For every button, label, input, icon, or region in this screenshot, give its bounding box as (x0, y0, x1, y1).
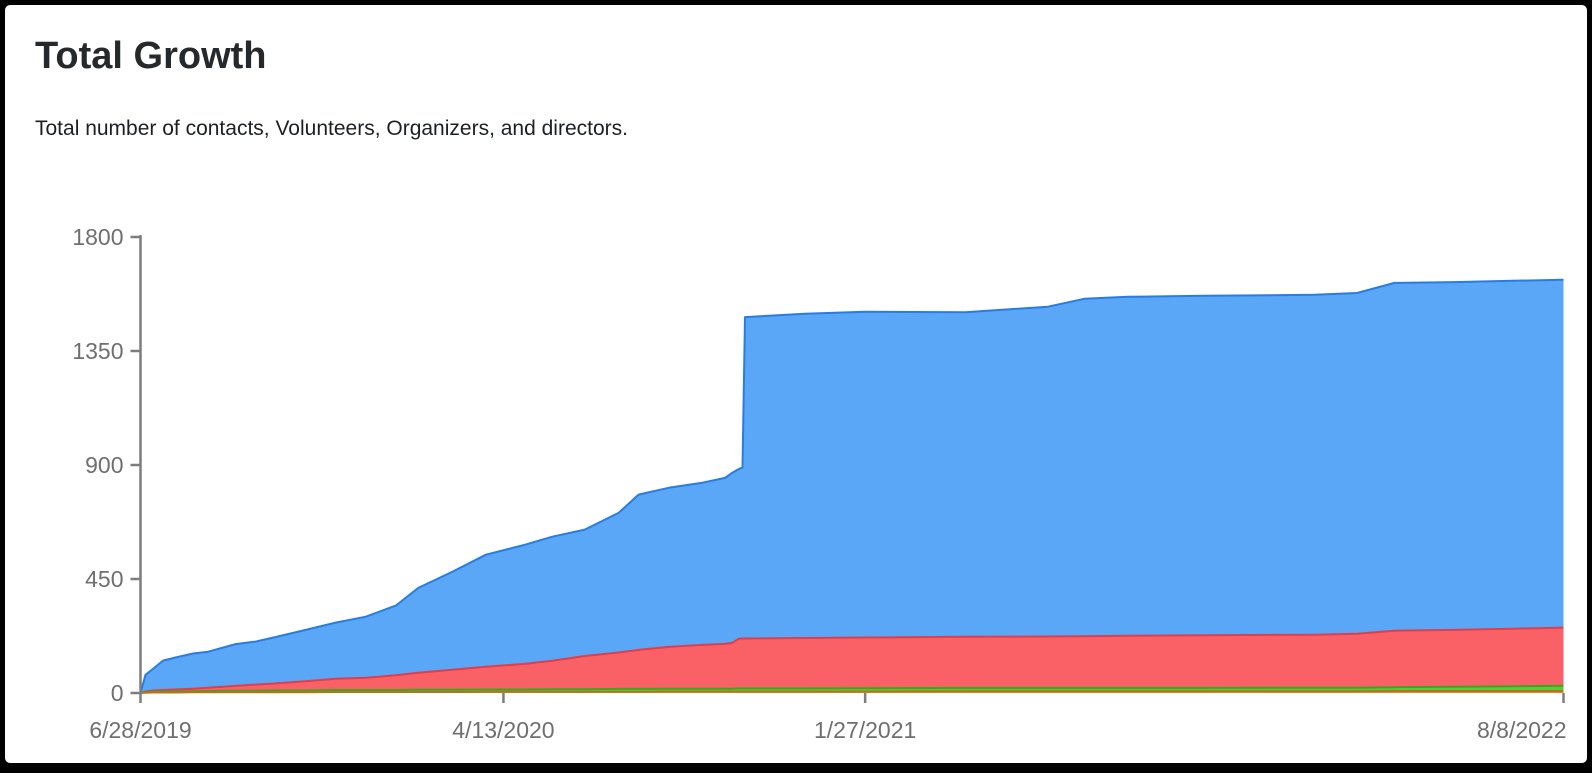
x-tick-label: 6/28/2019 (89, 717, 191, 743)
y-tick-label: 1800 (72, 224, 123, 250)
area-edge-organizers (140, 684, 1564, 694)
x-tick-label: 1/27/2021 (814, 717, 916, 743)
area-edge-volunteers (140, 626, 1564, 694)
y-tick-label: 0 (111, 680, 124, 706)
growth-area-chart: 0 450 900 1350 1800 6/28/2019 4/13/2020 1/27/20… (5, 5, 1587, 763)
x-tick-label: 4/13/2020 (452, 717, 554, 743)
y-tick-label: 450 (85, 566, 123, 592)
area-volunteers (140, 627, 1564, 693)
y-tick-label: 900 (85, 452, 123, 478)
chart-subtitle: Total number of contacts, Volunteers, Or… (35, 117, 628, 140)
area-contacts (140, 279, 1564, 693)
area-edge-contacts (139, 278, 1564, 694)
page-title: Total Growth (35, 35, 267, 77)
y-tick-label: 1350 (72, 338, 123, 364)
x-tick-label: 8/8/2022 (1477, 717, 1567, 743)
area-edge-directors (140, 690, 1564, 694)
chart-canvas: 0 450 900 1350 1800 6/28/2019 4/13/2020 1/27/20… (72, 224, 1567, 743)
